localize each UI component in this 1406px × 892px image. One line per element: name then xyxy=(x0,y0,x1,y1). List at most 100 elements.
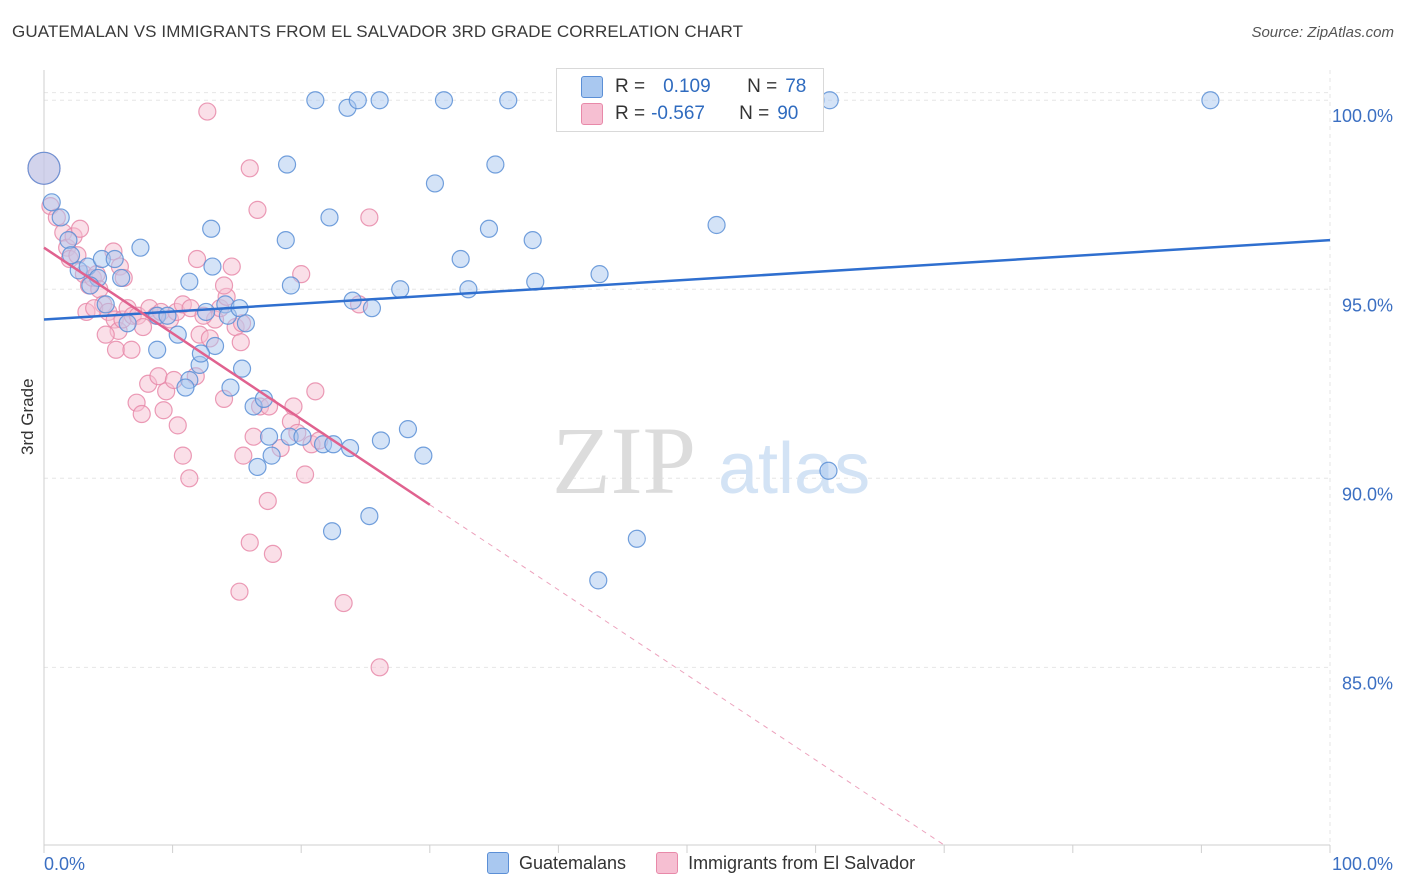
point-guatemalans xyxy=(590,265,609,284)
point-el-salvador xyxy=(231,333,250,352)
n-label: N = xyxy=(739,103,770,124)
point-guatemalans xyxy=(340,438,360,458)
r-value-guatemalans: 0.109 xyxy=(663,76,711,97)
point-guatemalans xyxy=(248,457,267,477)
trend-line-guatemalans xyxy=(43,238,1331,321)
y-tick-label: 85.0% xyxy=(1342,673,1393,693)
point-el-salvador xyxy=(173,446,192,465)
point-guatemalans xyxy=(322,522,342,541)
point-el-salvador xyxy=(96,325,115,344)
point-el-salvador xyxy=(168,416,187,435)
point-guatemalans xyxy=(262,446,281,465)
point-guatemalans xyxy=(398,420,418,439)
point-guatemalans xyxy=(320,208,339,227)
point-el-salvador xyxy=(106,340,126,359)
y-axis-label: 3rd Grade xyxy=(18,378,37,455)
point-guatemalans xyxy=(202,219,221,238)
point-guatemalans xyxy=(362,299,382,318)
point-guatemalans xyxy=(499,91,518,110)
point-guatemalans xyxy=(259,427,279,446)
r-label: R = xyxy=(615,76,646,97)
trend-lines xyxy=(43,238,1331,846)
point-guatemalans xyxy=(203,257,222,276)
guatemalans-swatch xyxy=(581,76,603,98)
stats-row-el-salvador: R = -0.567 N = 90 xyxy=(581,102,798,126)
point-guatemalans xyxy=(221,378,240,397)
point-guatemalans xyxy=(479,219,499,238)
point-el-salvador xyxy=(263,544,283,564)
point-el-salvador xyxy=(214,276,234,295)
point-guatemalans xyxy=(370,91,389,110)
r-label: R = xyxy=(615,103,646,124)
point-guatemalans xyxy=(451,249,470,269)
point-guatemalans xyxy=(707,215,726,235)
point-guatemalans xyxy=(459,280,478,299)
point-el-salvador xyxy=(334,593,353,613)
point-guatemalans xyxy=(348,91,367,110)
point-el-salvador xyxy=(306,382,325,401)
point-guatemalans xyxy=(96,295,115,314)
point-el-salvador xyxy=(154,401,173,420)
legend-label-el-salvador: Immigrants from El Salvador xyxy=(688,852,916,873)
legend-item-guatemalans[interactable]: Guatemalans xyxy=(487,852,626,874)
point-el-salvador xyxy=(284,397,303,416)
point-el-salvador xyxy=(198,102,217,121)
y-tick-label: 90.0% xyxy=(1342,484,1393,504)
watermark-zip: ZIP xyxy=(552,407,696,514)
point-el-salvador xyxy=(240,533,259,552)
point-guatemalans xyxy=(176,378,195,397)
point-guatemalans xyxy=(61,246,81,265)
y-tick-label: 95.0% xyxy=(1342,295,1393,315)
stats-row-guatemalans: R = 0.109 N = 78 xyxy=(581,75,806,99)
point-el-salvador xyxy=(234,446,253,465)
point-guatemalans xyxy=(236,314,256,333)
point-guatemalans xyxy=(277,155,297,174)
point-guatemalans xyxy=(293,427,312,446)
legend-item-el-salvador[interactable]: Immigrants from El Salvador xyxy=(656,852,915,874)
n-value-guatemalans: 78 xyxy=(785,76,807,97)
point-el-salvador xyxy=(360,208,379,227)
point-guatemalans xyxy=(486,155,505,174)
trend-line-el-salvador xyxy=(43,246,431,506)
point-el-salvador xyxy=(187,249,207,269)
point-guatemalans xyxy=(112,268,131,288)
watermark-atlas: atlas xyxy=(718,429,870,509)
point-el-salvador xyxy=(248,200,267,219)
point-guatemalans xyxy=(131,238,150,257)
point-el-salvador xyxy=(244,427,263,446)
point-guatemalans xyxy=(434,91,454,110)
point-el-salvador xyxy=(70,219,90,238)
point-guatemalans xyxy=(276,231,295,250)
point-guatemalans xyxy=(59,231,78,250)
point-guatemalans xyxy=(196,302,216,322)
n-label: N = xyxy=(747,76,778,97)
point-guatemalans xyxy=(391,280,410,299)
point-guatemalans xyxy=(27,151,61,185)
legend-swatch-el-salvador xyxy=(656,852,679,874)
point-guatemalans xyxy=(589,571,608,590)
point-el-salvador xyxy=(295,465,315,484)
chart-legend: Guatemalans Immigrants from El Salvador xyxy=(487,852,945,874)
x-tick-label-start: 0.0% xyxy=(44,854,85,874)
point-guatemalans xyxy=(78,257,97,276)
point-el-salvador xyxy=(149,367,168,386)
point-guatemalans xyxy=(205,336,225,356)
point-el-salvador xyxy=(122,340,141,359)
chart-source: Source: ZipAtlas.com xyxy=(1251,24,1394,41)
point-el-salvador xyxy=(292,265,311,284)
point-guatemalans xyxy=(281,276,301,295)
stats-legend: R = 0.109 N = 78 R = -0.567 N = 90 xyxy=(556,68,824,132)
point-el-salvador xyxy=(230,582,249,601)
r-value-el-salvador: -0.567 xyxy=(651,103,705,124)
point-el-salvador xyxy=(240,159,259,178)
point-guatemalans xyxy=(232,359,252,378)
point-guatemalans xyxy=(371,431,391,450)
point-guatemalans xyxy=(42,193,61,212)
series-immigrants-from-el-salvador xyxy=(27,102,389,677)
trend-line-el-salvador-extension xyxy=(429,504,945,846)
point-guatemalans xyxy=(523,231,542,250)
point-guatemalans xyxy=(1201,91,1220,110)
legend-swatch-guatemalans xyxy=(487,852,509,874)
legend-label-guatemalans: Guatemalans xyxy=(519,852,627,873)
